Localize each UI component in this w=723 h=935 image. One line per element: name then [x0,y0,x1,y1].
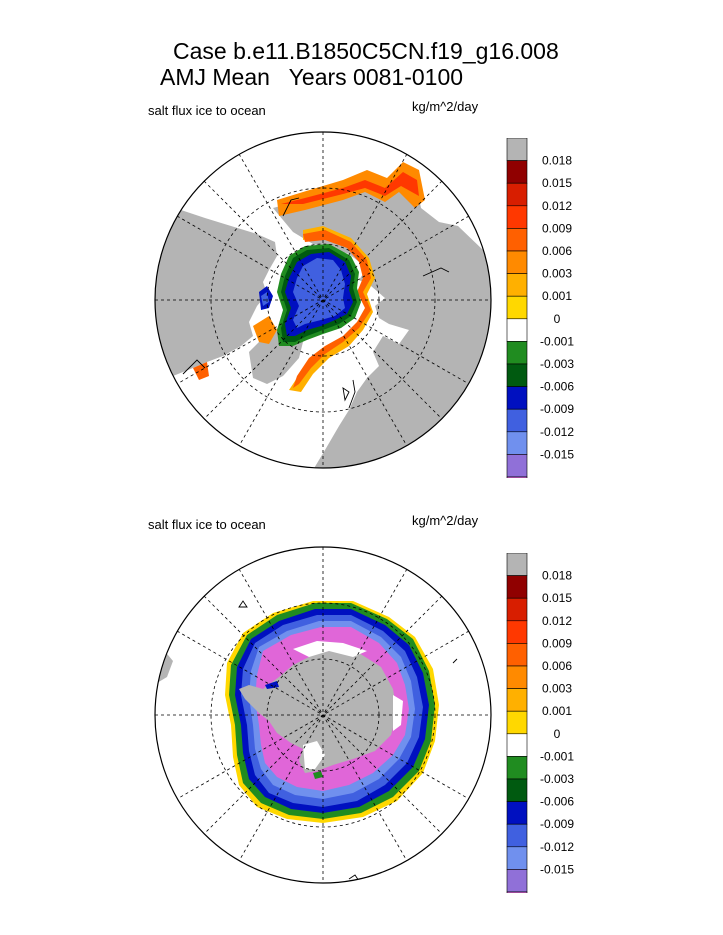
colorbar-box [506,665,528,689]
colorbar-tick-label: 0.018 [542,569,572,583]
colorbar-box [506,597,528,622]
colorbar-tick-label: 0.012 [542,199,572,213]
colorbar-box [506,273,528,297]
figure-title-line2: AMJ Mean Years 0081-0100 [160,64,464,90]
colorbar-box [506,386,528,410]
colorbar-box [506,891,528,893]
antarctic-map-units: kg/m^2/day [412,513,479,528]
colorbar-tick-label: -0.012 [540,840,574,854]
colorbar-tick-label: -0.003 [540,772,574,786]
colorbar-box [506,182,528,207]
colorbar-tick-label: -0.001 [540,749,574,763]
colorbar-box [506,688,528,712]
colorbar-tick-label: -0.015 [540,447,574,461]
colorbar-box [506,575,528,599]
colorbar-tick-label: 0.009 [542,221,572,235]
colorbar-tick-label: -0.009 [540,817,574,831]
colorbar-box [506,869,528,893]
antarctic-map-title: salt flux ice to ocean [148,517,266,532]
colorbar-box [506,710,528,735]
colorbar-box [506,160,528,184]
colorbar-tick-label: 0 [554,727,561,741]
colorbar-tick-label: -0.001 [540,334,574,348]
colorbar-box [506,476,528,478]
colorbar-box [506,553,528,576]
colorbar-tick-label: 0.015 [542,176,572,190]
arctic-map-units: kg/m^2/day [412,99,479,114]
colorbar-tick-label: -0.006 [540,795,574,809]
arctic-colorbar: 0.018 0.015 0.012 0.009 0.006 0.003 0.001 0 -0.0… [506,138,574,478]
colorbar-box [506,454,528,478]
colorbar-tick-label: -0.009 [540,402,574,416]
colorbar-box [506,778,528,802]
arctic-map-title: salt flux ice to ocean [148,103,266,118]
colorbar-box [506,250,528,274]
colorbar-tick-label: 0.003 [542,682,572,696]
colorbar-tick-label: 0.006 [542,244,572,258]
colorbar-box [506,408,528,433]
arctic-map [154,131,492,469]
colorbar-box [506,620,528,644]
colorbar-box [506,733,528,757]
colorbar-box [506,295,528,320]
colorbar-tick-label: 0.009 [542,636,572,650]
north-america-landmass [155,210,277,376]
colorbar-tick-label: 0.003 [542,267,572,281]
colorbar-tick-label: 0.001 [542,704,572,718]
colorbar-box [506,431,528,455]
colorbar-tick-label: -0.015 [540,862,574,876]
colorbar-box [506,846,528,870]
colorbar-tick-label: -0.012 [540,425,574,439]
colorbar-box [506,363,528,387]
colorbar-box [506,138,528,161]
colorbar-box [506,756,528,780]
colorbar-tick-label: 0 [554,312,561,326]
antarctic-map [154,546,492,884]
colorbar-tick-label: -0.006 [540,380,574,394]
colorbar-tick-label: 0.018 [542,154,572,168]
colorbar-tick-label: 0.006 [542,659,572,673]
colorbar-tick-label: 0.015 [542,591,572,605]
colorbar-box [506,318,528,342]
antarctica-landmass [239,649,397,773]
colorbar-tick-label: 0.001 [542,289,572,303]
colorbar-tick-label: 0.012 [542,614,572,628]
colorbar-box [506,341,528,365]
colorbar-box [506,205,528,229]
antarctic-colorbar: 0.018 0.015 0.012 0.009 0.006 0.003 0.001 0 -0.0… [506,553,574,893]
colorbar-tick-label: -0.003 [540,357,574,371]
figure-title-line1: Case b.e11.B1850C5CN.f19_g16.008 [173,38,559,64]
colorbar-box [506,228,528,252]
colorbar-box [506,801,528,825]
colorbar-box [506,643,528,667]
colorbar-box [506,823,528,848]
